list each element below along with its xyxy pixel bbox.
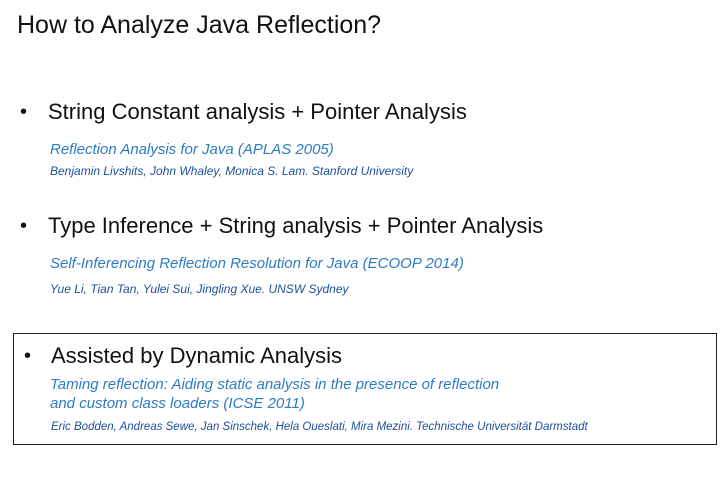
paper-authors: Yue Li, Tian Tan, Yulei Sui, Jingling Xu… [50, 282, 349, 296]
item-heading: Assisted by Dynamic Analysis [51, 343, 342, 368]
paper-title-line-1: Taming reflection: Aiding static analysi… [50, 376, 500, 393]
bullet-icon: • [20, 101, 28, 123]
paper-title: Self-Inferencing Reflection Resolution f… [50, 255, 464, 272]
bullet-icon: • [24, 345, 32, 367]
paper-title: Reflection Analysis for Java (APLAS 2005… [50, 141, 334, 158]
paper-title-line-2: and custom class loaders (ICSE 2011) [50, 395, 305, 412]
paper-authors: Eric Bodden, Andreas Sewe, Jan Sinschek,… [51, 421, 588, 433]
item-heading: String Constant analysis + Pointer Analy… [48, 99, 467, 124]
paper-authors: Benjamin Livshits, John Whaley, Monica S… [50, 164, 414, 178]
slide-title: How to Analyze Java Reflection? [17, 11, 382, 39]
bullet-icon: • [20, 215, 28, 237]
highlight-box [13, 333, 717, 445]
item-heading: Type Inference + String analysis + Point… [48, 213, 544, 238]
